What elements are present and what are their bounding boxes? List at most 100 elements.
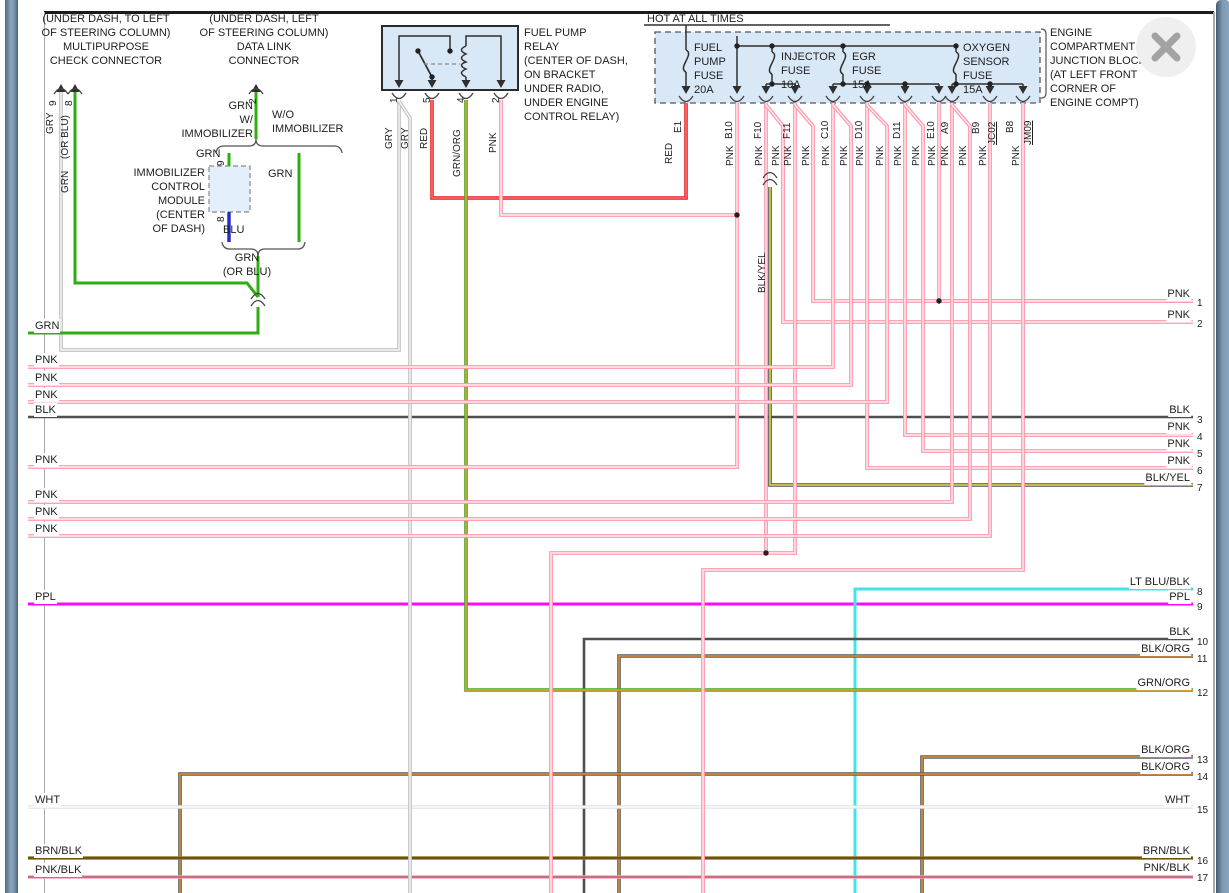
connector-arc-icon [67,87,83,95]
arrow-icon [985,86,995,94]
junction-block-box [654,31,1041,104]
pnkblk-left-label: PNK/BLK [34,863,83,877]
connector-arc-icon [982,95,998,103]
fuse-fuel-symbol [682,49,690,73]
fuse-egr-symbol [839,51,847,75]
pnk-rot-f11a: PNK [783,145,794,166]
fuel-pump-relay-label: FUEL PUMP RELAY (CENTER OF DASH, ON BRAC… [524,27,628,123]
terminal-7: 7 [1197,483,1203,494]
wo-immobilizer-label: W/O IMMOBILIZER [272,109,344,135]
connector-arc-icon [944,95,960,103]
pin-c10: C10 [820,120,831,139]
connector-arc-icon [248,87,264,95]
connector-arc-icon [931,95,947,103]
arrow-icon [1018,86,1028,94]
junction-dot [840,43,846,49]
junction-dot [953,81,959,87]
oxygen-sensor-fuse-label: OXYGEN SENSOR FUSE 15A [963,42,1011,96]
pnk-rot-relay: PNK [488,132,499,153]
grn-left-label: GRN [34,319,61,333]
wire-pnk-b8-core [702,103,1024,893]
gry-rot-a: GRY [384,127,395,150]
imm-pin-8: 8 [216,216,227,222]
relay-switch-feed [398,35,451,82]
gry-rot-b: GRY [400,127,411,150]
relay-pin-1: 1 [389,97,400,103]
pnk-rot-b10: PNK [725,145,736,166]
pnk-rot-e10: PNK [927,145,938,166]
wire-gry-relay-down-core [398,100,411,893]
blkorg-right-14: BLK/ORG [1140,760,1191,774]
junction-dot [429,74,435,80]
pin-b10: B10 [724,121,735,139]
wire-grnorg-12-core [465,100,1193,691]
wire-grnorg-12 [464,100,1193,692]
mp-connector-title: (UNDER DASH, TO LEFT OF STEERING COLUMN)… [41,13,171,67]
immobilizer-module-label: IMMOBILIZER CONTROL MODULE (CENTER OF DA… [133,167,205,235]
blk-left-label: BLK [34,403,57,417]
pnk-rot-c10b: PNK [839,145,850,166]
relay-pin-4: 4 [456,97,467,103]
connector-arc-icon [250,299,266,307]
arrow-icon [427,80,437,88]
junction-dot [953,43,959,49]
arrow-icon [496,80,506,88]
connector-arc-icon [493,92,509,100]
arrow-icon [790,86,800,94]
junction-dot [734,43,740,49]
wht-right-15: WHT [1163,793,1191,807]
arrow-icon [947,86,957,94]
right-edge-strip [1216,0,1229,893]
pnk-right-2: PNK [1166,308,1191,322]
arrow-icon [862,86,872,94]
diagram-left-border [43,12,45,893]
connector-arc-icon [424,92,440,100]
junction-dot [769,43,775,49]
terminal-11: 11 [1197,654,1208,665]
pnk-rot-d10b: PNK [875,145,886,166]
terminal-2: 2 [1197,319,1203,330]
brnblk-left-label: BRN/BLK [34,844,84,858]
ppl-right-9: PPL [1168,590,1191,604]
immobilizer-module-box [208,165,251,213]
grn-w-immobilizer-label: GRN W/ IMMOBILIZER [181,100,253,140]
arrow-icon [828,86,838,94]
connector-arc-icon [787,95,803,103]
close-button[interactable] [1136,17,1196,77]
connector-arc-icon [250,292,266,300]
terminal-13: 13 [1197,755,1209,766]
connector-arc-icon [897,95,913,103]
wire-blkorg-14 [178,772,1193,893]
grn-or-blu-label: GRN (OR BLU) [222,252,272,278]
mp-pin-8: 8 [64,100,75,106]
wire-blkorg-14-core [179,773,1193,893]
grn-imm-top-label: GRN [196,148,221,160]
relay-pin-5: 5 [422,97,433,103]
pnk-right-5: PNK [1166,437,1191,451]
pnk-left-5: PNK [34,488,59,502]
junction-dot [734,212,740,218]
pnk-rot-b8: PNK [1011,145,1022,166]
wire-blkorg-11-core [618,655,1193,893]
pin-e10: E10 [926,121,937,139]
junction-dot [987,81,993,87]
connector-arc-icon [1015,95,1031,103]
pnk-left-2: PNK [34,371,59,385]
grnorg-right-12: GRN/ORG [1136,676,1191,690]
connector-arc-icon [825,95,841,103]
connector-arc-icon [762,171,778,179]
pnk-left-6: PNK [34,505,59,519]
wire-grn-below-connector [28,307,260,335]
wire-blkyel-7-core [769,187,1193,486]
dlc-title: (UNDER DASH, LEFT OF STEERING COLUMN) DA… [199,13,329,67]
terminal-9: 9 [1197,602,1203,613]
junction-dot [415,48,421,54]
red-rot-e1: RED [664,142,675,164]
terminal-6: 6 [1197,466,1203,477]
terminal-12: 12 [1197,688,1209,699]
relay-coil-symbol [460,45,469,78]
close-icon [1151,32,1181,62]
arrow-icon [394,80,404,88]
